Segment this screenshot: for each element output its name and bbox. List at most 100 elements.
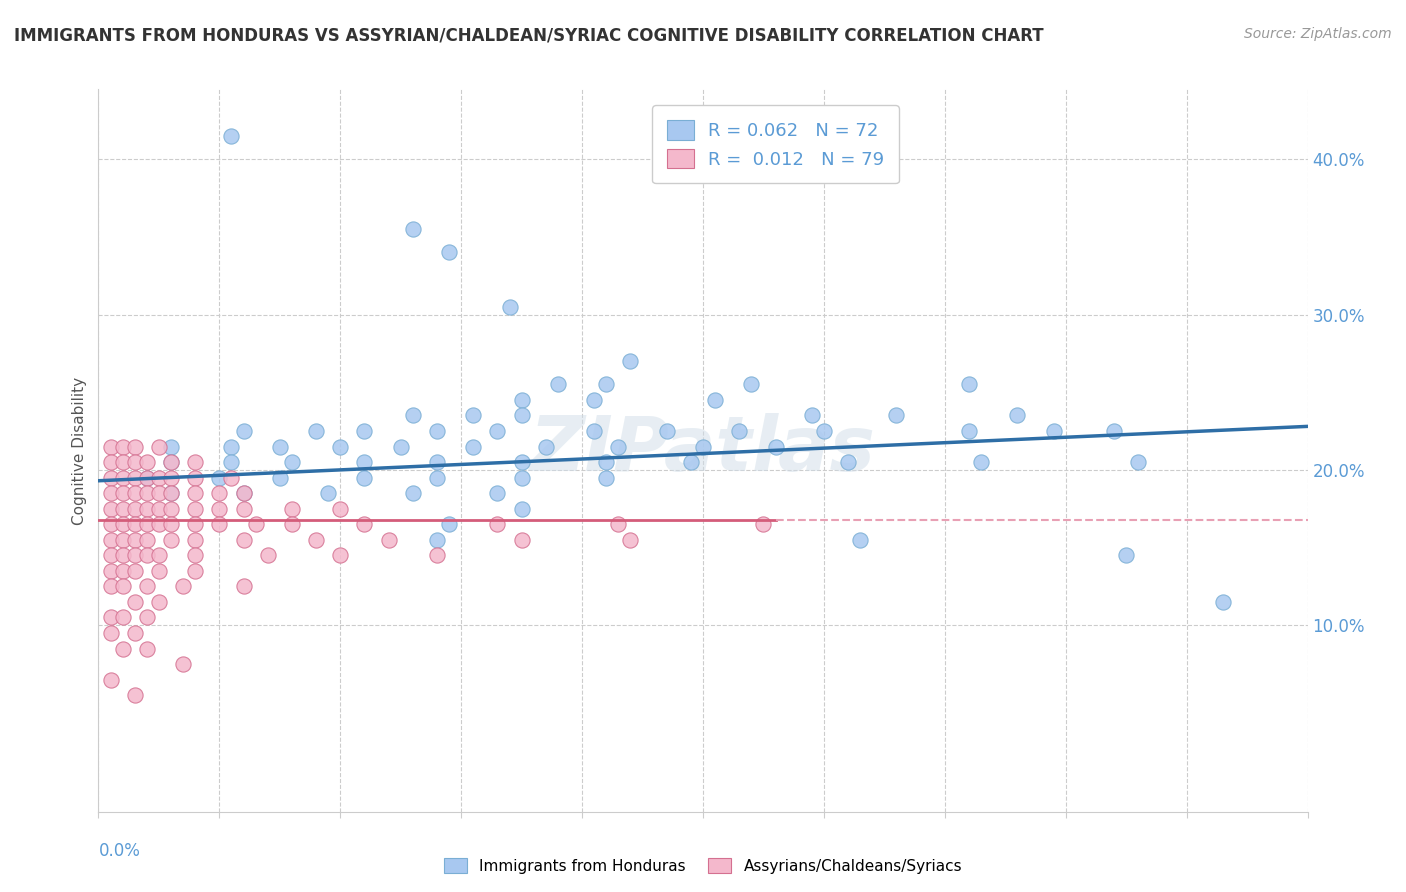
Point [221,470,243,484]
Point [970,455,993,469]
Point [135,517,157,532]
Point [619,533,641,547]
Point [135,470,157,484]
Legend: R = 0.062   N = 72, R =  0.012   N = 79: R = 0.062 N = 72, R = 0.012 N = 79 [652,105,898,183]
Point [498,300,520,314]
Point [426,533,449,547]
Point [111,486,134,500]
Point [849,533,872,547]
Point [426,470,449,484]
Point [595,377,617,392]
Point [124,501,146,516]
Point [100,455,122,469]
Point [135,501,157,516]
Point [184,533,207,547]
Point [148,549,170,563]
Point [837,455,859,469]
Point [752,517,775,532]
Point [208,470,231,484]
Point [208,486,231,500]
Point [184,517,207,532]
Point [124,533,146,547]
Point [124,595,146,609]
Point [160,455,183,469]
Point [184,549,207,563]
Point [160,501,183,516]
Point [510,392,533,407]
Point [111,549,134,563]
Point [124,440,146,454]
Point [148,501,170,516]
Point [437,245,460,260]
Point [232,486,254,500]
Point [486,486,509,500]
Point [728,424,751,438]
Point [583,392,606,407]
Point [148,564,170,578]
Point [124,549,146,563]
Point [510,501,533,516]
Point [510,533,533,547]
Point [111,501,134,516]
Point [329,549,352,563]
Point [813,424,835,438]
Point [148,440,170,454]
Point [135,579,157,593]
Point [437,517,460,532]
Point [547,377,569,392]
Point [100,626,122,640]
Text: Source: ZipAtlas.com: Source: ZipAtlas.com [1244,27,1392,41]
Point [184,501,207,516]
Point [1102,424,1125,438]
Point [1212,595,1234,609]
Point [353,517,375,532]
Point [510,455,533,469]
Point [329,501,352,516]
Point [100,533,122,547]
Point [100,610,122,624]
Point [679,455,702,469]
Point [135,486,157,500]
Point [353,455,375,469]
Point [172,657,194,672]
Point [124,470,146,484]
Point [148,517,170,532]
Point [957,424,980,438]
Point [463,440,485,454]
Point [148,470,170,484]
Point [1007,409,1029,423]
Point [353,424,375,438]
Point [510,409,533,423]
Point [655,424,678,438]
Point [124,626,146,640]
Point [232,501,254,516]
Point [100,470,122,484]
Point [305,424,328,438]
Point [281,517,304,532]
Point [269,440,291,454]
Point [111,564,134,578]
Point [765,440,787,454]
Point [232,486,254,500]
Point [256,549,278,563]
Point [135,549,157,563]
Point [148,595,170,609]
Point [595,455,617,469]
Point [184,486,207,500]
Point [619,354,641,368]
Point [245,517,267,532]
Point [135,641,157,656]
Point [426,424,449,438]
Point [124,486,146,500]
Point [100,564,122,578]
Text: IMMIGRANTS FROM HONDURAS VS ASSYRIAN/CHALDEAN/SYRIAC COGNITIVE DISABILITY CORREL: IMMIGRANTS FROM HONDURAS VS ASSYRIAN/CHA… [14,27,1043,45]
Text: ZIPatlas: ZIPatlas [530,414,876,487]
Point [160,455,183,469]
Point [148,486,170,500]
Point [692,440,714,454]
Text: 0.0%: 0.0% [98,842,141,860]
Point [100,579,122,593]
Point [281,455,304,469]
Point [100,501,122,516]
Point [463,409,485,423]
